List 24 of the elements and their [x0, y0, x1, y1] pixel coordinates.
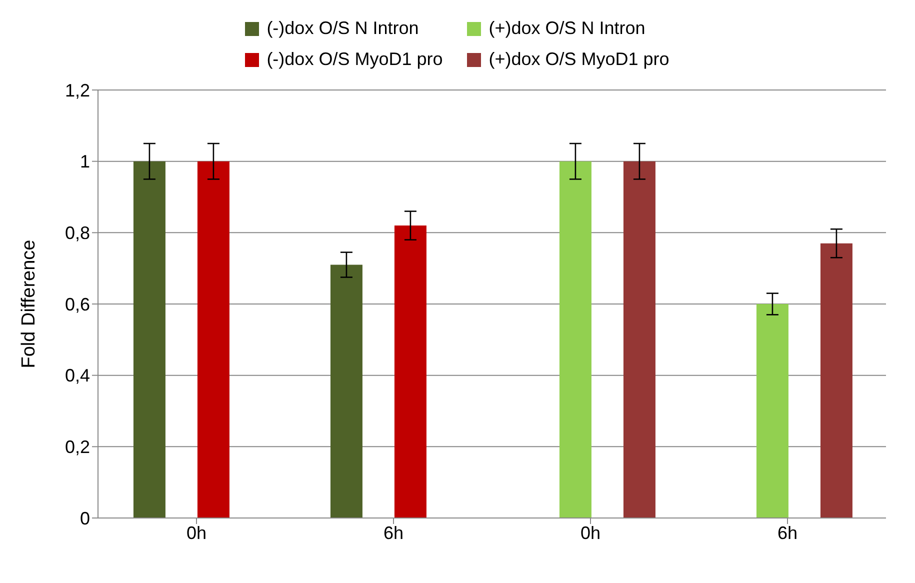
y-tick-label: 1,2	[64, 80, 90, 100]
bar	[133, 161, 166, 518]
y-tick-label: 0,2	[64, 437, 90, 458]
y-tick-label: 1	[80, 152, 90, 172]
bar	[623, 161, 656, 518]
bar	[820, 243, 852, 518]
y-tick-label: 0,4	[64, 366, 90, 386]
bar	[394, 226, 426, 518]
x-tick-label: 0h	[580, 522, 601, 543]
y-axis-title: Fold Difference	[18, 240, 40, 368]
legend-label: (+)dox O/S N Intron	[488, 18, 646, 39]
x-tick-label: 6h	[777, 522, 798, 543]
bar	[756, 304, 788, 518]
legend-label: (+)dox O/S MyoD1 pro	[488, 49, 670, 70]
legend-label: (-)dox O/S MyoD1 pro	[266, 49, 443, 70]
legend-label: (-)dox O/S N Intron	[266, 18, 419, 39]
bar	[559, 161, 592, 518]
y-tick-label: 0	[80, 508, 90, 528]
y-tick-label: 0,8	[64, 223, 90, 244]
x-tick-label: 0h	[186, 522, 207, 543]
bar	[330, 264, 362, 518]
y-tick-label: 0,6	[64, 294, 90, 314]
bar	[197, 161, 230, 518]
x-tick-label: 6h	[383, 522, 404, 543]
